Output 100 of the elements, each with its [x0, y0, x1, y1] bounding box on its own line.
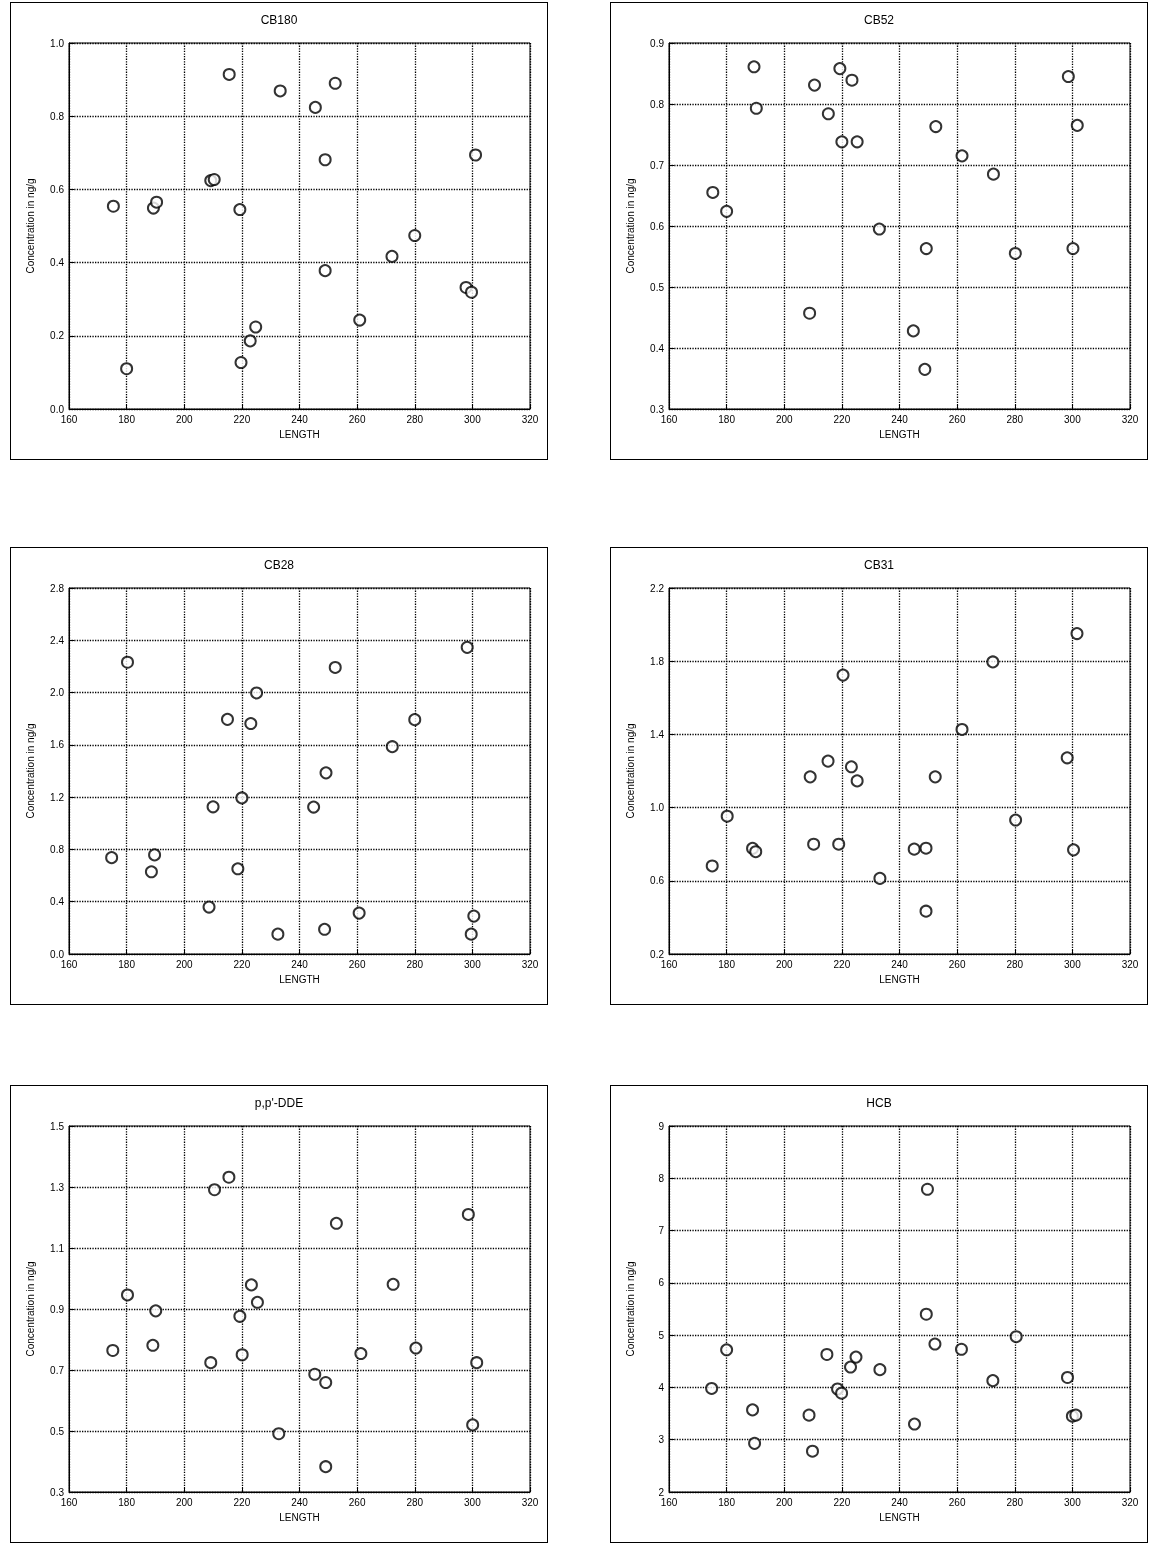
x-tick-label: 200 — [175, 413, 194, 425]
chart-title: p,p'-DDE — [254, 1096, 304, 1110]
x-tick-label: 320 — [1121, 958, 1139, 970]
y-tick-label: 1.6 — [50, 739, 65, 751]
x-tick-label: 160 — [60, 413, 78, 425]
x-tick-label: 200 — [775, 413, 794, 425]
x-tick-label: 300 — [1064, 413, 1082, 425]
x-tick-label: 240 — [291, 958, 309, 970]
chart-title: CB180 — [260, 13, 298, 27]
x-tick-label: 220 — [833, 1496, 851, 1508]
y-tick-label: 1.3 — [50, 1181, 65, 1193]
x-tick-label: 300 — [464, 958, 482, 970]
y-axis-title: Concentration in ng/g — [24, 723, 36, 819]
x-axis-title: LENGTH — [879, 1511, 920, 1523]
x-tick-label: 220 — [833, 413, 851, 425]
chart-title: HCB — [866, 1096, 892, 1110]
x-axis-title: LENGTH — [279, 428, 320, 440]
y-tick-label: 0.4 — [50, 257, 65, 269]
y-axis-title: Concentration in ng/g — [624, 1261, 636, 1357]
y-tick-label: 9 — [658, 1120, 665, 1132]
y-tick-label: 1.5 — [50, 1120, 65, 1132]
y-tick-label: 2.4 — [50, 634, 65, 646]
y-tick-label: 2.8 — [50, 582, 65, 594]
y-tick-label: 0.5 — [650, 281, 665, 293]
x-tick-label: 300 — [1064, 958, 1082, 970]
x-tick-label: 160 — [60, 1496, 78, 1508]
y-tick-label: 0.2 — [650, 948, 665, 960]
y-tick-label: 0.0 — [50, 948, 65, 960]
x-tick-label: 240 — [891, 413, 909, 425]
y-axis-title: Concentration in ng/g — [24, 178, 36, 274]
y-tick-label: 2.0 — [50, 687, 65, 699]
x-tick-label: 160 — [660, 1496, 678, 1508]
y-tick-label: 1.4 — [650, 728, 665, 740]
y-tick-label: 0.8 — [50, 843, 65, 855]
y-tick-label: 0.3 — [650, 403, 665, 415]
x-tick-label: 160 — [60, 958, 78, 970]
x-tick-label: 180 — [718, 413, 736, 425]
y-tick-label: 1.0 — [50, 37, 65, 49]
y-tick-label: 1.0 — [650, 802, 665, 814]
y-tick-label: 0.0 — [50, 403, 65, 415]
y-tick-label: 0.7 — [650, 159, 665, 171]
x-tick-label: 280 — [406, 413, 424, 425]
x-tick-label: 160 — [660, 413, 678, 425]
x-tick-label: 180 — [718, 958, 736, 970]
y-tick-label: 3 — [658, 1434, 665, 1446]
y-tick-label: 1.8 — [650, 655, 665, 667]
x-tick-label: 240 — [291, 413, 309, 425]
y-axis-title: Concentration in ng/g — [624, 723, 636, 819]
y-tick-label: 0.2 — [50, 330, 65, 342]
y-tick-label: 7 — [658, 1225, 665, 1237]
y-tick-label: 0.7 — [50, 1364, 65, 1376]
x-tick-label: 200 — [775, 958, 794, 970]
y-tick-label: 0.6 — [50, 183, 65, 195]
y-axis-title: Concentration in ng/g — [624, 178, 636, 274]
x-axis-title: LENGTH — [279, 1511, 320, 1523]
y-tick-label: 0.3 — [50, 1486, 65, 1498]
y-tick-label: 4 — [658, 1381, 665, 1393]
y-tick-label: 0.9 — [650, 37, 665, 49]
x-tick-label: 240 — [291, 1496, 309, 1508]
y-tick-label: 2 — [658, 1486, 665, 1498]
y-tick-label: 0.4 — [50, 896, 65, 908]
x-tick-label: 180 — [718, 1496, 736, 1508]
y-tick-label: 0.8 — [650, 98, 665, 110]
x-tick-label: 320 — [521, 958, 539, 970]
x-axis-title: LENGTH — [879, 428, 920, 440]
x-axis-title: LENGTH — [279, 973, 320, 985]
x-tick-label: 220 — [233, 958, 251, 970]
x-tick-label: 180 — [118, 1496, 136, 1508]
x-tick-label: 260 — [348, 413, 366, 425]
x-tick-label: 280 — [1006, 958, 1024, 970]
x-tick-label: 280 — [406, 958, 424, 970]
x-tick-label: 200 — [775, 1496, 794, 1508]
x-tick-label: 240 — [891, 1496, 909, 1508]
y-tick-label: 1.2 — [50, 791, 65, 803]
y-tick-label: 0.9 — [50, 1303, 65, 1315]
x-tick-label: 180 — [118, 413, 136, 425]
x-tick-label: 320 — [1121, 413, 1139, 425]
x-tick-label: 320 — [521, 413, 539, 425]
y-axis-title: Concentration in ng/g — [24, 1261, 36, 1357]
x-tick-label: 280 — [406, 1496, 424, 1508]
y-tick-label: 0.8 — [50, 110, 65, 122]
x-tick-label: 160 — [660, 958, 678, 970]
x-tick-label: 260 — [948, 413, 966, 425]
x-tick-label: 300 — [464, 413, 482, 425]
y-tick-label: 0.6 — [650, 875, 665, 887]
chart-title: CB28 — [263, 558, 295, 572]
x-axis-title: LENGTH — [879, 973, 920, 985]
chart-title: CB52 — [863, 13, 895, 27]
y-tick-label: 0.4 — [650, 342, 665, 354]
x-tick-label: 300 — [464, 1496, 482, 1508]
x-tick-label: 300 — [1064, 1496, 1082, 1508]
y-tick-label: 0.5 — [50, 1425, 65, 1437]
x-tick-label: 200 — [175, 1496, 194, 1508]
y-tick-label: 5 — [658, 1329, 665, 1341]
x-tick-label: 220 — [233, 413, 251, 425]
x-tick-label: 320 — [521, 1496, 539, 1508]
x-tick-label: 320 — [1121, 1496, 1139, 1508]
x-tick-label: 220 — [233, 1496, 251, 1508]
y-tick-label: 6 — [658, 1277, 665, 1289]
y-tick-label: 2.2 — [650, 582, 665, 594]
